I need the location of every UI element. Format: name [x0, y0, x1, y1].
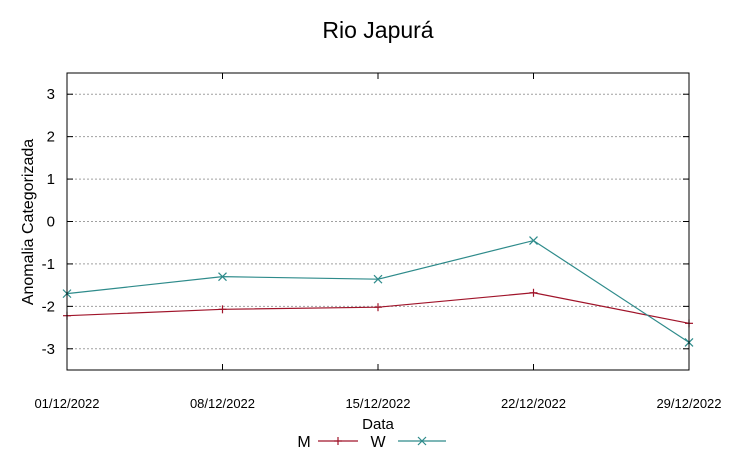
x-tick-label: 22/12/2022: [501, 396, 566, 411]
chart-title: Rio Japurá: [322, 17, 433, 43]
x-tick-label: 01/12/2022: [34, 396, 99, 411]
marker-stroke: [373, 274, 383, 284]
series-m-point: [374, 303, 382, 312]
y-tick-label: 2: [47, 129, 55, 146]
y-tick-label: 3: [47, 86, 55, 103]
legend-item-w: W: [370, 434, 446, 451]
legend-marker: [417, 436, 427, 446]
series-m: [63, 288, 693, 328]
axis-ticks: -3 -2 -1 0 1 2 3 01/12/2022 08/12/2022 15/12/2022…: [34, 73, 722, 411]
legend-marker: [334, 437, 342, 445]
y-tick-label: 1: [47, 171, 55, 188]
y-axis-label: Anomalia Categorizada: [20, 139, 37, 305]
x-axis-label: Data: [362, 416, 394, 433]
series-w-point: [218, 272, 227, 282]
series-m-point: [218, 305, 227, 314]
y-tick-label: -2: [42, 298, 55, 315]
marker-stroke: [417, 436, 427, 446]
legend-item-m: M: [297, 434, 358, 451]
legend-label: M: [297, 434, 310, 451]
series-w-point: [529, 236, 538, 246]
series-w-point: [373, 274, 383, 284]
series-w-line: [66, 239, 690, 343]
plot-frame: [66, 72, 690, 371]
marker-stroke: [529, 236, 538, 246]
series-w: [62, 236, 694, 347]
x-tick-label: 08/12/2022: [190, 396, 255, 411]
y-tick-label: 0: [47, 214, 55, 231]
marker-stroke: [218, 272, 227, 282]
x-tick-label: 29/12/2022: [656, 396, 721, 411]
x-tick-label: 15/12/2022: [345, 396, 410, 411]
series-layer: [62, 236, 694, 347]
legend-label: W: [370, 434, 386, 451]
series-m-point: [529, 288, 538, 297]
y-tick-label: -3: [42, 341, 55, 358]
y-tick-label: -1: [42, 256, 55, 273]
